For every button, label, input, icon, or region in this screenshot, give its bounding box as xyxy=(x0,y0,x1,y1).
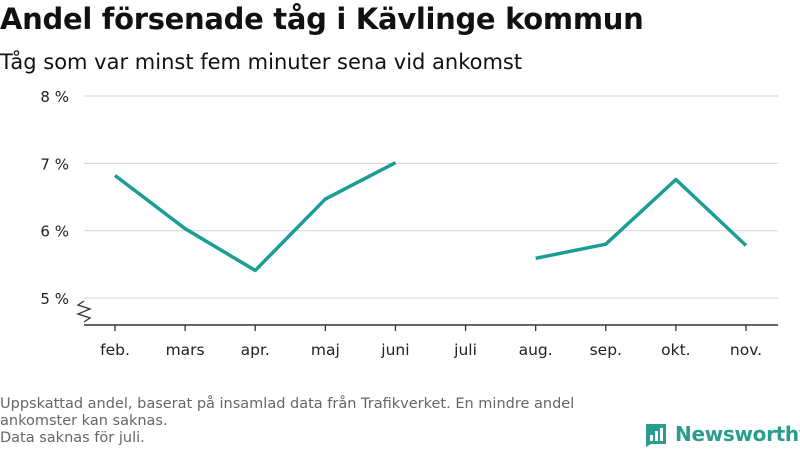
x-axis xyxy=(76,300,778,331)
footnote-line: Uppskattad andel, baserat på insamlad da… xyxy=(0,396,575,412)
x-tick-label: apr. xyxy=(241,341,270,359)
line-chart: 5 % 6 % 7 % 8 % feb. mars apr. maj juni juli aug.… xyxy=(40,88,778,359)
series-lines xyxy=(113,161,748,273)
footnote: Uppskattad andel, baserat på insamlad da… xyxy=(0,396,640,447)
x-tick-label: aug. xyxy=(519,341,553,359)
x-tick-label: nov. xyxy=(730,341,762,359)
y-axis-tick-labels: 5 % 6 % 7 % 8 % xyxy=(40,88,69,308)
x-tick-label: juli xyxy=(453,341,477,359)
x-tick-label: mars xyxy=(166,341,205,359)
x-axis-tick-labels: feb. mars apr. maj juni juli aug. sep. okt. nov. xyxy=(100,341,762,359)
series-line-segment xyxy=(535,177,748,261)
footnote-line: ankomster kan saknas. xyxy=(0,413,168,429)
y-tick-label: 5 % xyxy=(40,290,69,308)
y-tick-label: 6 % xyxy=(40,223,69,241)
chart-title: Andel försenade tåg i Kävlinge kommun xyxy=(0,2,644,36)
chart-subtitle: Tåg som var minst fem minuter sena vid a… xyxy=(0,50,523,74)
axis-break-icon xyxy=(76,300,92,323)
x-tick-label: okt. xyxy=(661,341,690,359)
footnote-line: Data saknas för juli. xyxy=(0,430,145,446)
gridlines xyxy=(84,95,778,299)
x-tick-label: sep. xyxy=(590,341,622,359)
series-line-segment xyxy=(113,161,397,273)
x-tick-label: feb. xyxy=(100,341,130,359)
x-tick-label: juni xyxy=(380,341,409,359)
y-tick-label: 8 % xyxy=(40,88,69,106)
logo-text: Newsworthy xyxy=(675,422,800,446)
x-tick-label: maj xyxy=(311,341,340,359)
y-tick-label: 7 % xyxy=(40,155,69,173)
newsworthy-logo-icon xyxy=(646,424,666,447)
newsworthy-logo: Newsworthy xyxy=(643,420,800,448)
